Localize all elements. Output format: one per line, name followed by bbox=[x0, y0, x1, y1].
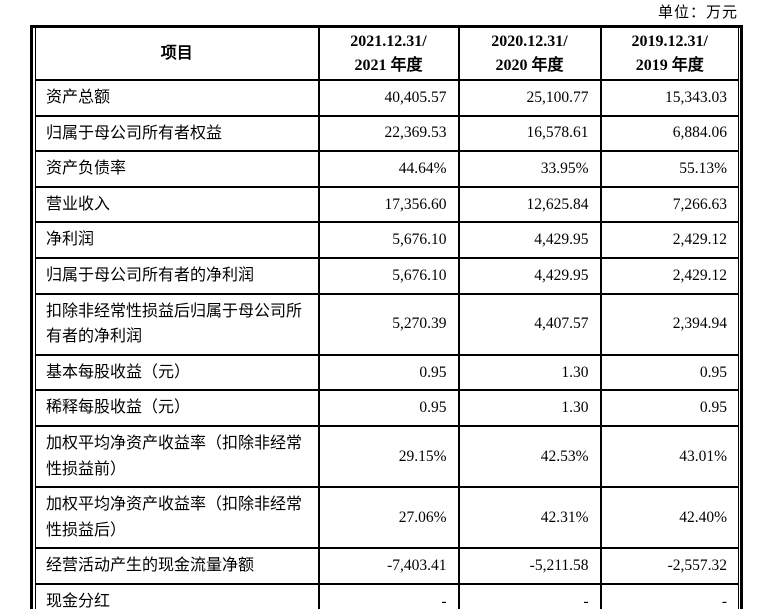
row-value-2019: 2,394.94 bbox=[599, 292, 739, 356]
row-value-2021: -7,403.41 bbox=[317, 547, 460, 585]
row-value-2021: 27.06% bbox=[317, 486, 460, 550]
header-period-2020: 2020.12.31/ 2020 年度 bbox=[457, 28, 602, 81]
row-item-label: 加权平均净资产收益率（扣除非经常性损益前） bbox=[35, 424, 320, 489]
row-value-2021: 5,676.10 bbox=[317, 221, 460, 259]
row-item-label: 营业收入 bbox=[35, 185, 320, 224]
row-value-2019: 55.13% bbox=[599, 150, 739, 188]
row-value-2020: 1.30 bbox=[457, 389, 602, 427]
row-value-2020: 1.30 bbox=[457, 353, 602, 392]
row-value-2020: 25,100.77 bbox=[457, 79, 602, 117]
row-item-label: 资产负债率 bbox=[35, 150, 320, 188]
row-item-label: 归属于母公司所有者的净利润 bbox=[35, 256, 320, 295]
row-value-2021: 0.95 bbox=[317, 353, 460, 392]
row-value-2019: 7,266.63 bbox=[599, 185, 739, 224]
row-value-2020: 33.95% bbox=[457, 150, 602, 188]
row-value-2019: 43.01% bbox=[599, 424, 739, 489]
table-row: 加权平均净资产收益率（扣除非经常性损益前） 29.15% 42.53% 43.0… bbox=[35, 424, 739, 489]
row-item-label: 加权平均净资产收益率（扣除非经常性损益后） bbox=[35, 486, 320, 550]
table-row: 资产总额 40,405.57 25,100.77 15,343.03 bbox=[35, 79, 739, 117]
table-row: 归属于母公司所有者权益 22,369.53 16,578.61 6,884.06 bbox=[35, 114, 739, 153]
row-value-2019: 0.95 bbox=[599, 353, 739, 392]
row-value-2021: 5,676.10 bbox=[317, 256, 460, 295]
row-value-2020: 4,429.95 bbox=[457, 221, 602, 259]
row-value-2021: 22,369.53 bbox=[317, 114, 460, 153]
row-value-2020: - bbox=[457, 582, 602, 609]
row-value-2020: 42.53% bbox=[457, 424, 602, 489]
row-item-label: 现金分红 bbox=[35, 582, 320, 609]
header-item-column: 项目 bbox=[35, 28, 320, 81]
row-value-2021: 44.64% bbox=[317, 150, 460, 188]
header-period-2021: 2021.12.31/ 2021 年度 bbox=[317, 28, 460, 81]
row-item-label: 稀释每股收益（元） bbox=[35, 389, 320, 427]
row-value-2020: 16,578.61 bbox=[457, 114, 602, 153]
header-row: 项目 2021.12.31/ 2021 年度 2020.12.31/ 2020 … bbox=[35, 28, 739, 81]
row-value-2020: -5,211.58 bbox=[457, 547, 602, 585]
row-value-2020: 42.31% bbox=[457, 486, 602, 550]
table-row: 现金分红 - - - bbox=[35, 582, 739, 609]
unit-label: 单位：万元 bbox=[657, 5, 738, 21]
financial-table-frame: 项目 2021.12.31/ 2021 年度 2020.12.31/ 2020 … bbox=[30, 25, 743, 609]
row-value-2019: - bbox=[599, 582, 739, 609]
row-value-2021: 17,356.60 bbox=[317, 185, 460, 224]
table-row: 归属于母公司所有者的净利润 5,676.10 4,429.95 2,429.12 bbox=[35, 256, 739, 295]
row-item-label: 资产总额 bbox=[35, 79, 320, 117]
row-item-label: 扣除非经常性损益后归属于母公司所有者的净利润 bbox=[35, 292, 320, 356]
table-row: 稀释每股收益（元） 0.95 1.30 0.95 bbox=[35, 389, 739, 427]
table-row: 基本每股收益（元） 0.95 1.30 0.95 bbox=[35, 353, 739, 392]
row-value-2020: 4,429.95 bbox=[457, 256, 602, 295]
row-value-2021: 29.15% bbox=[317, 424, 460, 489]
financial-summary-table: 项目 2021.12.31/ 2021 年度 2020.12.31/ 2020 … bbox=[35, 28, 739, 609]
row-value-2021: - bbox=[317, 582, 460, 609]
row-value-2019: 42.40% bbox=[599, 486, 739, 550]
table-body: 资产总额 40,405.57 25,100.77 15,343.03 归属于母公… bbox=[35, 79, 739, 609]
header-period-2019: 2019.12.31/ 2019 年度 bbox=[599, 28, 739, 81]
table-row: 加权平均净资产收益率（扣除非经常性损益后） 27.06% 42.31% 42.4… bbox=[35, 486, 739, 550]
row-value-2019: 2,429.12 bbox=[599, 221, 739, 259]
row-value-2019: 2,429.12 bbox=[599, 256, 739, 295]
row-value-2019: 6,884.06 bbox=[599, 114, 739, 153]
row-value-2020: 12,625.84 bbox=[457, 185, 602, 224]
row-item-label: 归属于母公司所有者权益 bbox=[35, 114, 320, 153]
row-value-2020: 4,407.57 bbox=[457, 292, 602, 356]
row-value-2021: 0.95 bbox=[317, 389, 460, 427]
table-row: 净利润 5,676.10 4,429.95 2,429.12 bbox=[35, 221, 739, 259]
table-row: 扣除非经常性损益后归属于母公司所有者的净利润 5,270.39 4,407.57… bbox=[35, 292, 739, 356]
table-row: 经营活动产生的现金流量净额 -7,403.41 -5,211.58 -2,557… bbox=[35, 547, 739, 585]
row-item-label: 净利润 bbox=[35, 221, 320, 259]
row-value-2021: 40,405.57 bbox=[317, 79, 460, 117]
table-row: 资产负债率 44.64% 33.95% 55.13% bbox=[35, 150, 739, 188]
row-value-2019: 0.95 bbox=[599, 389, 739, 427]
row-item-label: 基本每股收益（元） bbox=[35, 353, 320, 392]
table-row: 营业收入 17,356.60 12,625.84 7,266.63 bbox=[35, 185, 739, 224]
row-value-2019: -2,557.32 bbox=[599, 547, 739, 585]
row-item-label: 经营活动产生的现金流量净额 bbox=[35, 547, 320, 585]
row-value-2021: 5,270.39 bbox=[317, 292, 460, 356]
row-value-2019: 15,343.03 bbox=[599, 79, 739, 117]
